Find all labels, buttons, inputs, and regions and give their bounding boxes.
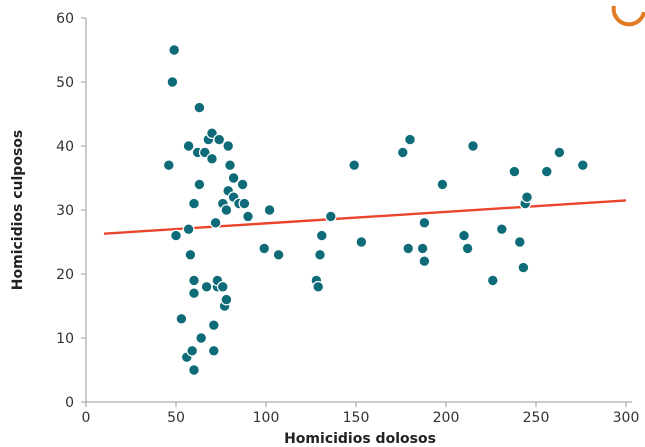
x-tick-label: 250 bbox=[523, 410, 550, 426]
y-tick-label: 30 bbox=[56, 203, 74, 219]
data-point bbox=[216, 280, 229, 293]
data-point bbox=[315, 229, 328, 242]
data-point bbox=[540, 165, 553, 178]
data-point bbox=[182, 140, 195, 152]
y-tick-label: 50 bbox=[56, 75, 74, 91]
data-point bbox=[170, 229, 182, 242]
data-point bbox=[324, 210, 337, 223]
data-point bbox=[166, 76, 179, 88]
data-point bbox=[188, 274, 200, 287]
data-point bbox=[416, 242, 429, 255]
data-point bbox=[517, 261, 530, 274]
data-point bbox=[467, 140, 479, 152]
data-point bbox=[236, 178, 249, 191]
data-point bbox=[188, 197, 200, 210]
data-point bbox=[461, 242, 474, 255]
data-point bbox=[207, 319, 220, 332]
data-point bbox=[272, 248, 285, 261]
data-point bbox=[188, 364, 200, 376]
data-point bbox=[182, 223, 195, 236]
data-point bbox=[355, 236, 368, 248]
data-point bbox=[312, 280, 325, 293]
data-point bbox=[521, 191, 533, 204]
y-tick-label: 0 bbox=[65, 395, 74, 411]
x-tick-label: 100 bbox=[253, 410, 280, 426]
axis-ticks: 0 50 100 150 200 250 300 0 10 20 30 40 50 60 bbox=[56, 11, 639, 426]
data-point bbox=[418, 216, 431, 229]
y-tick-label: 60 bbox=[56, 11, 74, 27]
data-point bbox=[220, 204, 233, 216]
data-point bbox=[402, 242, 415, 255]
data-point bbox=[258, 242, 271, 255]
data-point bbox=[224, 159, 236, 172]
data-point bbox=[200, 280, 213, 293]
trend-line bbox=[103, 199, 627, 235]
data-point bbox=[396, 146, 409, 159]
data-point bbox=[513, 236, 526, 248]
data-point bbox=[242, 210, 254, 223]
data-point bbox=[348, 159, 361, 172]
x-tick-label: 150 bbox=[343, 410, 370, 426]
data-point bbox=[195, 332, 208, 344]
data-point bbox=[175, 312, 188, 325]
data-point bbox=[486, 274, 499, 287]
data-point bbox=[184, 248, 197, 261]
x-tick-label: 0 bbox=[82, 410, 91, 426]
y-tick-label: 40 bbox=[56, 139, 74, 155]
x-axis-label: Homicidios dolosos bbox=[284, 431, 436, 447]
data-point bbox=[576, 159, 589, 172]
data-point bbox=[193, 101, 206, 114]
x-tick-label: 50 bbox=[167, 410, 185, 426]
data-point bbox=[188, 287, 200, 300]
data-point bbox=[238, 197, 251, 210]
data-point bbox=[436, 178, 449, 191]
data-point bbox=[162, 159, 175, 172]
data-point bbox=[209, 216, 222, 229]
y-tick-label: 10 bbox=[56, 331, 74, 347]
data-point bbox=[168, 44, 181, 56]
data-point bbox=[263, 204, 276, 216]
data-point bbox=[206, 152, 218, 165]
data-point bbox=[186, 344, 199, 357]
logo-icon bbox=[611, 5, 645, 27]
x-tick-label: 300 bbox=[613, 410, 640, 426]
x-tick-label: 200 bbox=[433, 410, 460, 426]
data-points bbox=[162, 44, 589, 376]
data-point bbox=[207, 344, 220, 357]
data-point bbox=[458, 229, 470, 242]
data-point bbox=[553, 146, 566, 159]
data-point bbox=[418, 255, 431, 268]
data-point bbox=[227, 172, 240, 184]
y-axis-label: Homicidios culposos bbox=[10, 130, 26, 290]
data-point bbox=[193, 178, 206, 191]
data-point bbox=[220, 293, 233, 306]
data-point bbox=[495, 223, 508, 236]
data-point bbox=[404, 133, 416, 146]
data-point bbox=[213, 133, 226, 146]
data-point bbox=[508, 165, 521, 178]
data-point bbox=[314, 248, 326, 261]
y-tick-label: 20 bbox=[56, 267, 74, 283]
data-point bbox=[222, 140, 235, 152]
